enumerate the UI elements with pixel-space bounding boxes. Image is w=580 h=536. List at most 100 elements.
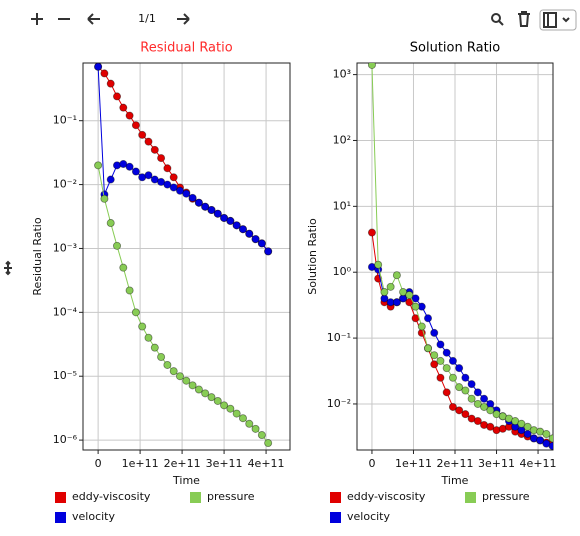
x-tick-label: 4e+11 — [248, 457, 285, 470]
data-point — [367, 228, 376, 237]
data-point — [131, 167, 140, 176]
y-axis-label: Residual Ratio — [31, 217, 44, 295]
data-point — [138, 130, 147, 139]
data-point — [157, 154, 166, 163]
data-point — [455, 383, 464, 392]
data-point — [94, 63, 103, 71]
data-point — [257, 431, 266, 440]
data-point — [131, 121, 140, 130]
data-point — [138, 322, 147, 331]
data-point — [226, 404, 235, 413]
data-point — [504, 414, 513, 423]
data-point — [442, 364, 451, 373]
data-point — [548, 442, 553, 450]
data-point — [213, 396, 222, 405]
data-point — [486, 422, 495, 431]
data-point — [467, 394, 476, 403]
y-tick-label: 10⁰ — [333, 265, 352, 278]
y-tick-label: 10⁻⁴ — [53, 305, 78, 318]
data-point — [125, 286, 134, 295]
data-point — [163, 164, 172, 173]
data-point — [411, 294, 420, 303]
page-indicator: 1/1 — [138, 12, 156, 25]
data-point — [119, 103, 128, 112]
data-point — [169, 367, 178, 376]
forward-button[interactable] — [177, 13, 190, 25]
y-tick-label: 10⁻² — [327, 397, 351, 410]
x-tick-label: 0 — [368, 457, 375, 470]
data-point — [106, 219, 115, 228]
data-point — [251, 424, 260, 433]
data-point — [119, 263, 128, 272]
data-point — [169, 173, 178, 182]
data-point — [125, 111, 134, 120]
x-axis-label: Time — [172, 474, 200, 487]
splitter-handle[interactable] — [4, 260, 12, 276]
data-point — [467, 380, 476, 389]
data-point — [424, 344, 433, 353]
chart: 0 1e+11 2e+11 3e+11 4e+11 10⁻⁶ 10⁻⁵ 10⁻⁴ 10⁻³ 10⁻… — [31, 41, 291, 523]
data-point — [436, 356, 445, 365]
y-tick-label: 10⁻² — [53, 178, 77, 191]
data-point — [430, 351, 439, 360]
legend-label: pressure — [482, 490, 530, 503]
back-button[interactable] — [87, 13, 100, 25]
plot-area — [94, 63, 273, 448]
data-point — [220, 401, 229, 410]
data-point — [150, 343, 159, 352]
data-point — [424, 314, 433, 323]
legend-label: velocity — [347, 510, 390, 523]
data-point — [238, 225, 247, 234]
data-point — [399, 288, 408, 297]
x-tick-label: 1e+11 — [395, 457, 432, 470]
data-point — [442, 388, 451, 397]
data-point — [523, 422, 532, 431]
legend-swatch — [55, 512, 66, 523]
data-point — [220, 213, 229, 222]
data-point — [131, 308, 140, 317]
data-point — [245, 229, 254, 238]
data-point — [448, 402, 457, 411]
data-point — [448, 356, 457, 365]
data-point — [113, 92, 122, 101]
panel-button[interactable] — [539, 9, 577, 31]
data-point — [455, 364, 464, 373]
data-point — [182, 189, 191, 198]
data-point — [442, 348, 451, 357]
data-point — [374, 260, 383, 269]
data-point — [144, 137, 153, 146]
y-axis-label: Solution Ratio — [306, 218, 319, 295]
series-line — [97, 66, 269, 252]
series-line — [97, 165, 269, 444]
x-tick-label: 2e+11 — [164, 457, 201, 470]
legend-swatch — [465, 492, 476, 503]
legend-label: velocity — [72, 510, 115, 523]
data-point — [194, 198, 203, 207]
data-point — [473, 417, 482, 426]
data-point — [257, 239, 266, 248]
data-point — [264, 247, 273, 256]
delete-button[interactable] — [518, 11, 530, 27]
data-point — [144, 171, 153, 180]
data-point — [448, 373, 457, 382]
data-point — [125, 162, 134, 171]
plot-area — [367, 63, 553, 450]
legend-label: eddy-viscosity — [72, 490, 151, 503]
data-point — [380, 288, 389, 297]
x-tick-label: 0 — [95, 457, 102, 470]
zoom-in-button[interactable] — [31, 13, 43, 25]
chart: 0 1e+11 2e+11 3e+11 4e+11 10⁻² 10⁻¹ 10⁰ 10¹ 10² 10… — [306, 41, 557, 523]
plot-frame — [356, 62, 554, 451]
data-point — [175, 372, 184, 381]
data-point — [232, 409, 241, 418]
data-point — [455, 406, 464, 415]
y-tick-label: 10³ — [333, 68, 351, 81]
data-point — [367, 63, 376, 69]
data-point — [405, 291, 414, 300]
search-button[interactable] — [491, 13, 504, 26]
legend-swatch — [55, 492, 66, 503]
data-point — [113, 241, 122, 250]
data-point — [461, 373, 470, 382]
x-tick-label: 3e+11 — [478, 457, 515, 470]
